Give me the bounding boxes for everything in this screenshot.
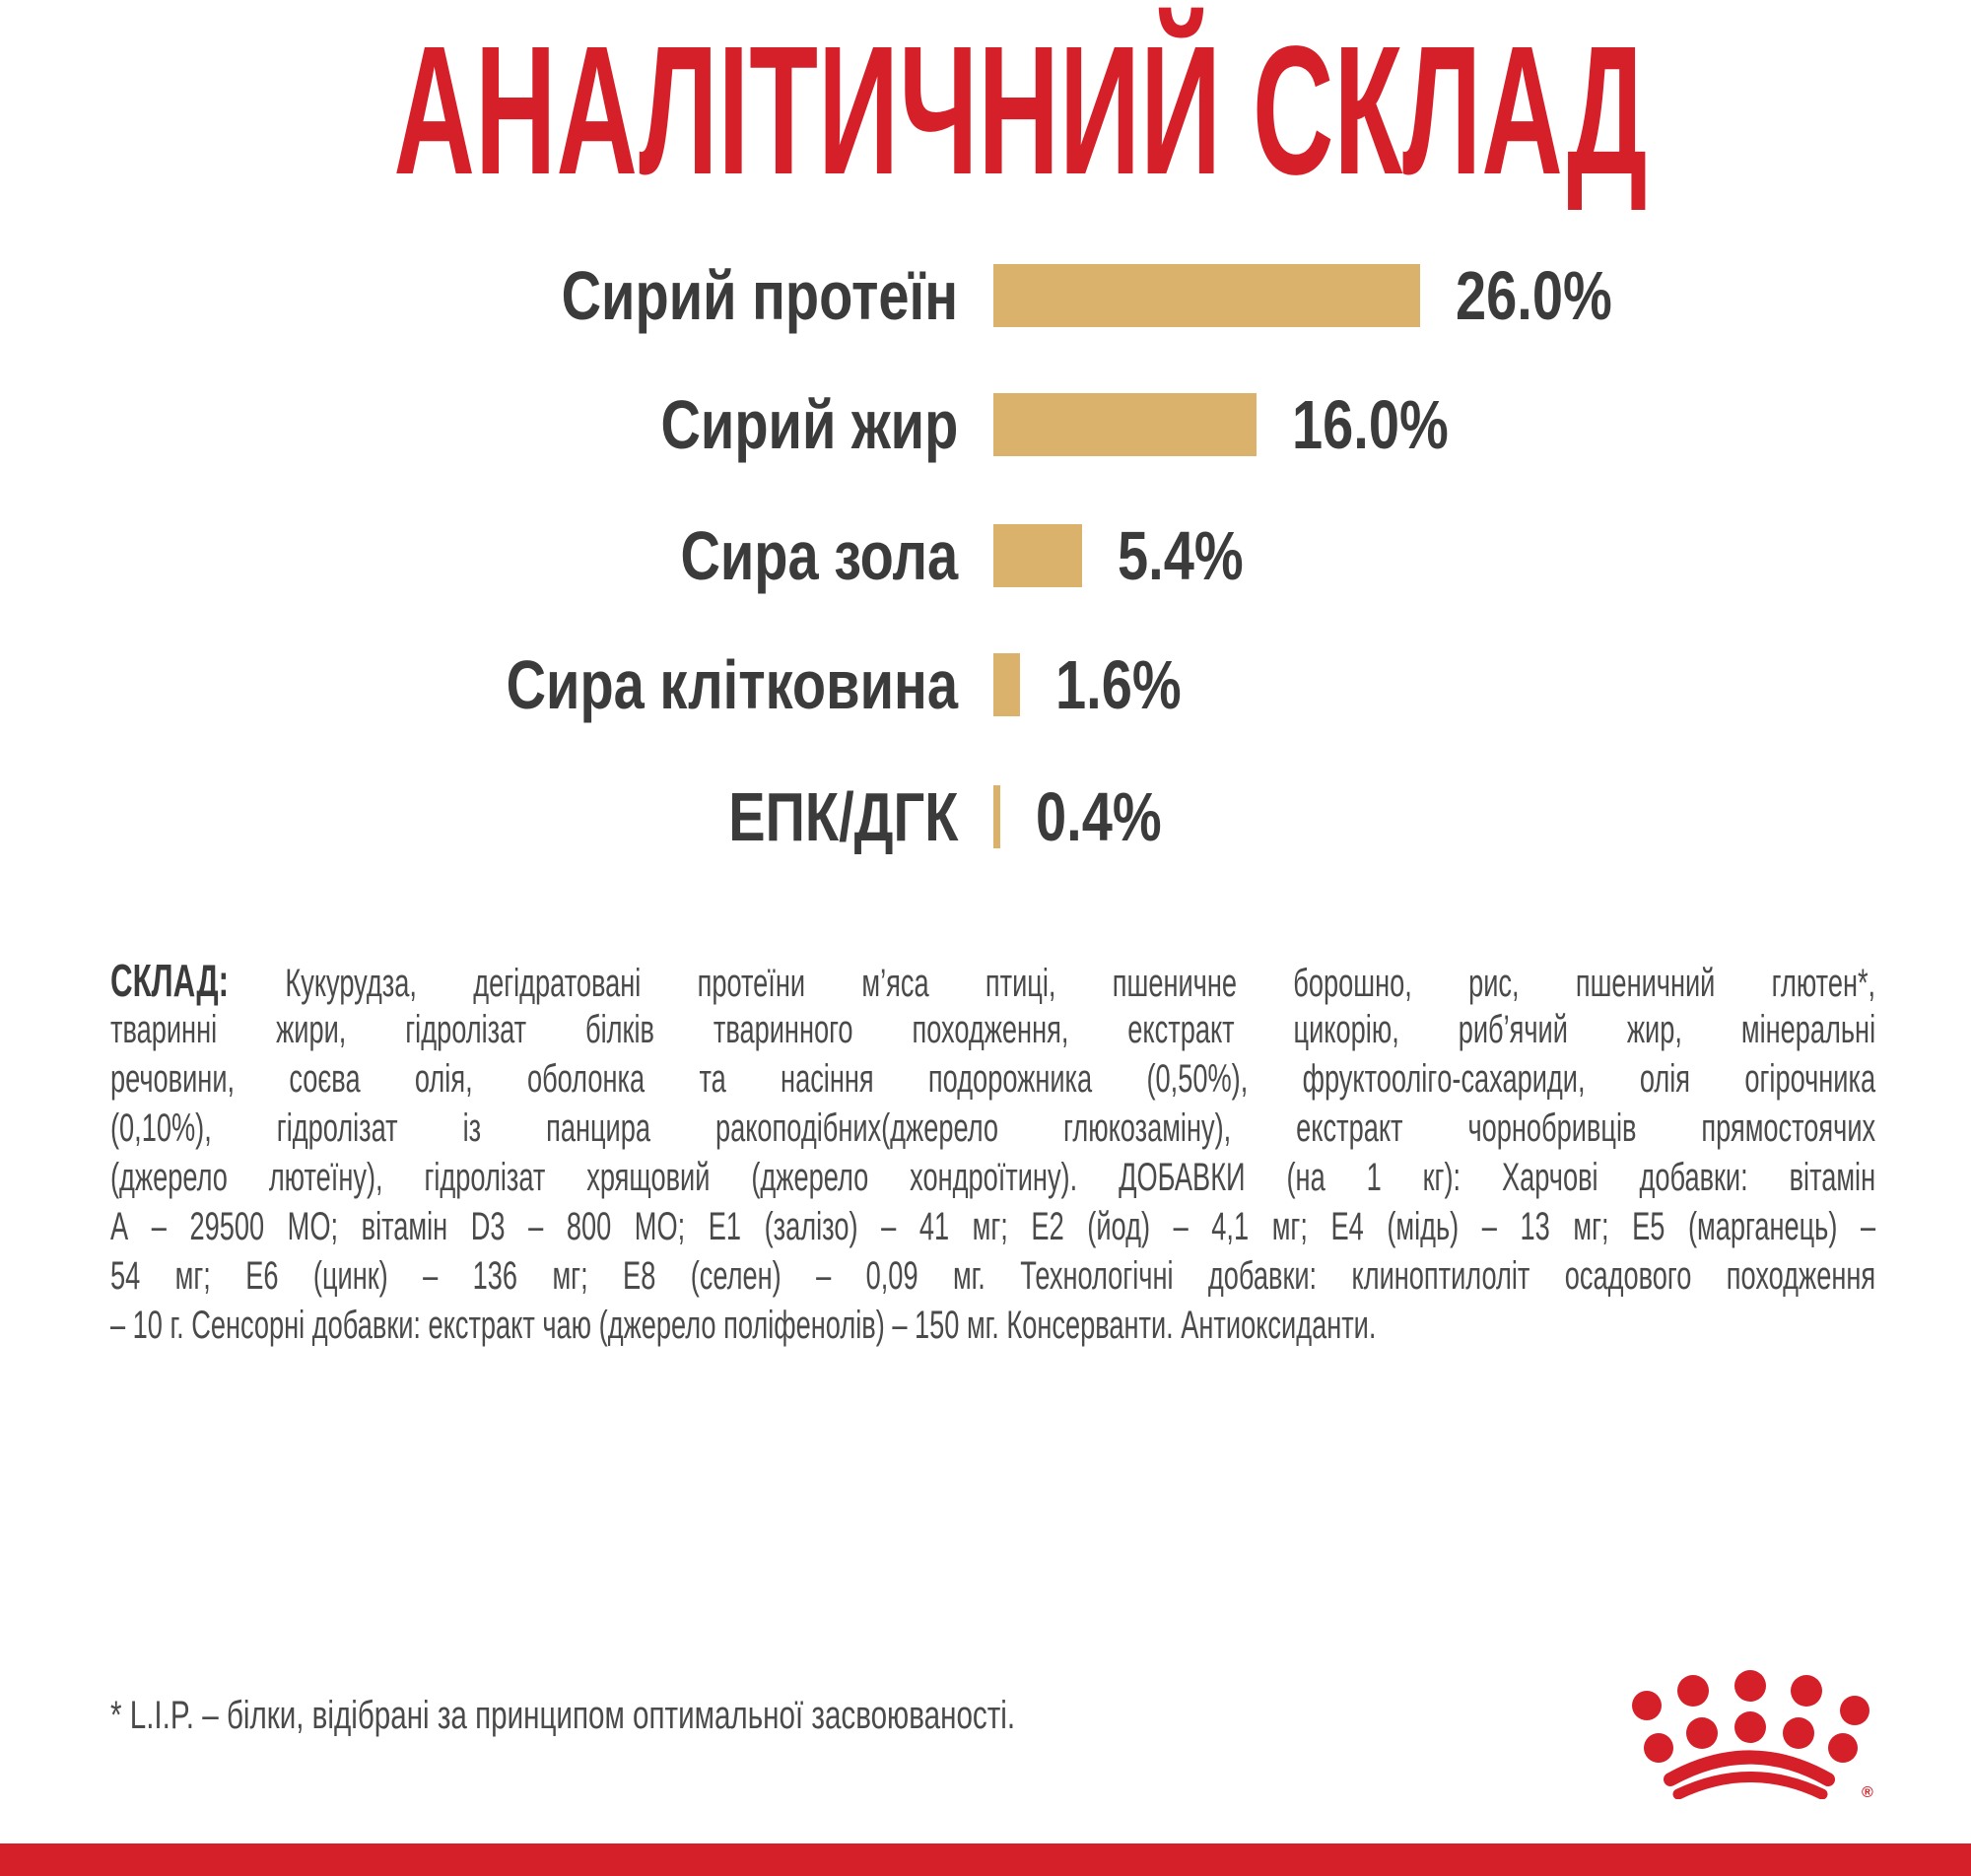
composition-line: (0,10%), гідролізат із панцира ракоподіб… bbox=[110, 1106, 1876, 1150]
composition-line-text: Кукурудза, дегідратовані протеїни м’яса … bbox=[285, 962, 1876, 1005]
composition-line: СКЛАД: Кукурудза, дегідратовані протеїни… bbox=[110, 956, 1875, 1005]
bottom-accent-bar bbox=[0, 1843, 1971, 1876]
value-label: 0.4% bbox=[1036, 778, 1162, 855]
composition-line: речовини, соєва олія, оболонка та насінн… bbox=[110, 1057, 1876, 1101]
registered-mark: ® bbox=[1862, 1784, 1873, 1799]
bar bbox=[993, 264, 1421, 327]
composition-line: 54 мг; Е6 (цинк) – 136 мг; Е8 (селен) – … bbox=[110, 1254, 1876, 1298]
category-label: Сирий жир bbox=[660, 386, 958, 463]
value-label: 1.6% bbox=[1054, 646, 1182, 723]
page-title: АНАЛІТИЧНИЙ СКЛАД bbox=[0, 20, 1971, 203]
value-label: 26.0% bbox=[1456, 257, 1612, 334]
chart-row: Сира зола 5.4% bbox=[0, 516, 1971, 595]
title-text: АНАЛІТИЧНИЙ СКЛАД bbox=[393, 9, 1648, 213]
chart-row: Сира клітковина 1.6% bbox=[0, 645, 1971, 724]
composition-text: СКЛАД: Кукурудза, дегідратовані протеїни… bbox=[110, 956, 1875, 1350]
value-label: 5.4% bbox=[1117, 517, 1244, 594]
bar bbox=[993, 785, 1000, 848]
category-label: ЕПК/ДГК bbox=[727, 778, 958, 855]
category-label: Сира зола bbox=[680, 517, 958, 594]
composition-label: СКЛАД: bbox=[110, 955, 230, 1006]
chart-row: Сирий протеїн 26.0% bbox=[0, 256, 1971, 335]
composition-line: (джерело лютеїну), гідролізат хрящовий (… bbox=[110, 1156, 1876, 1199]
category-label: Сирий протеїн bbox=[561, 257, 958, 334]
footnote: * L.I.P. – білки, відібрані за принципом… bbox=[110, 1694, 1016, 1737]
bar bbox=[993, 393, 1257, 456]
bar bbox=[993, 524, 1082, 587]
chart-row: ЕПК/ДГК 0.4% bbox=[0, 777, 1971, 856]
chart-row: Сирий жир 16.0% bbox=[0, 385, 1971, 464]
category-label: Сира клітковина bbox=[506, 646, 958, 723]
composition-line: А – 29500 МО; вітамін D3 – 800 МО; Е1 (з… bbox=[110, 1205, 1876, 1248]
crown-logo: ® bbox=[1632, 1670, 1873, 1799]
value-label: 16.0% bbox=[1291, 386, 1449, 463]
composition-line: – 10 г. Сенсорні добавки: екстракт чаю (… bbox=[110, 1304, 1377, 1347]
composition-line: тваринні жири, гідролізат білків тваринн… bbox=[110, 1008, 1876, 1051]
bar bbox=[993, 653, 1020, 716]
